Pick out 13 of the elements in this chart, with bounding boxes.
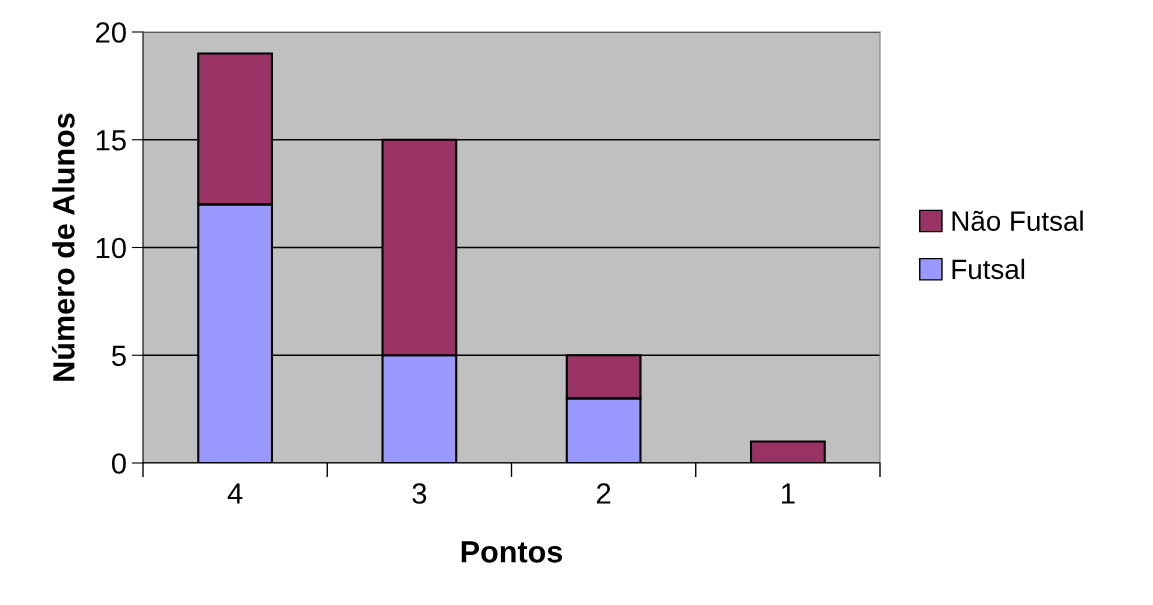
x-tick-label: 4 xyxy=(227,483,243,504)
legend-label: Não Futsal xyxy=(952,210,1083,231)
y-tick-label: 5 xyxy=(111,345,126,367)
x-axis-title: Pontos xyxy=(461,541,563,563)
legend-label: Futsal xyxy=(952,258,1025,280)
x-tick-label: 1 xyxy=(781,483,795,504)
x-tick-label: 2 xyxy=(596,483,611,504)
y-tick-label: 15 xyxy=(96,130,126,151)
y-tick-label: 0 xyxy=(111,453,126,474)
y-axis-title: Número de Alunos xyxy=(51,113,75,381)
y-tick-label: 10 xyxy=(96,237,126,259)
y-tick-label: 20 xyxy=(96,22,126,43)
x-tick-label: 3 xyxy=(412,483,427,504)
